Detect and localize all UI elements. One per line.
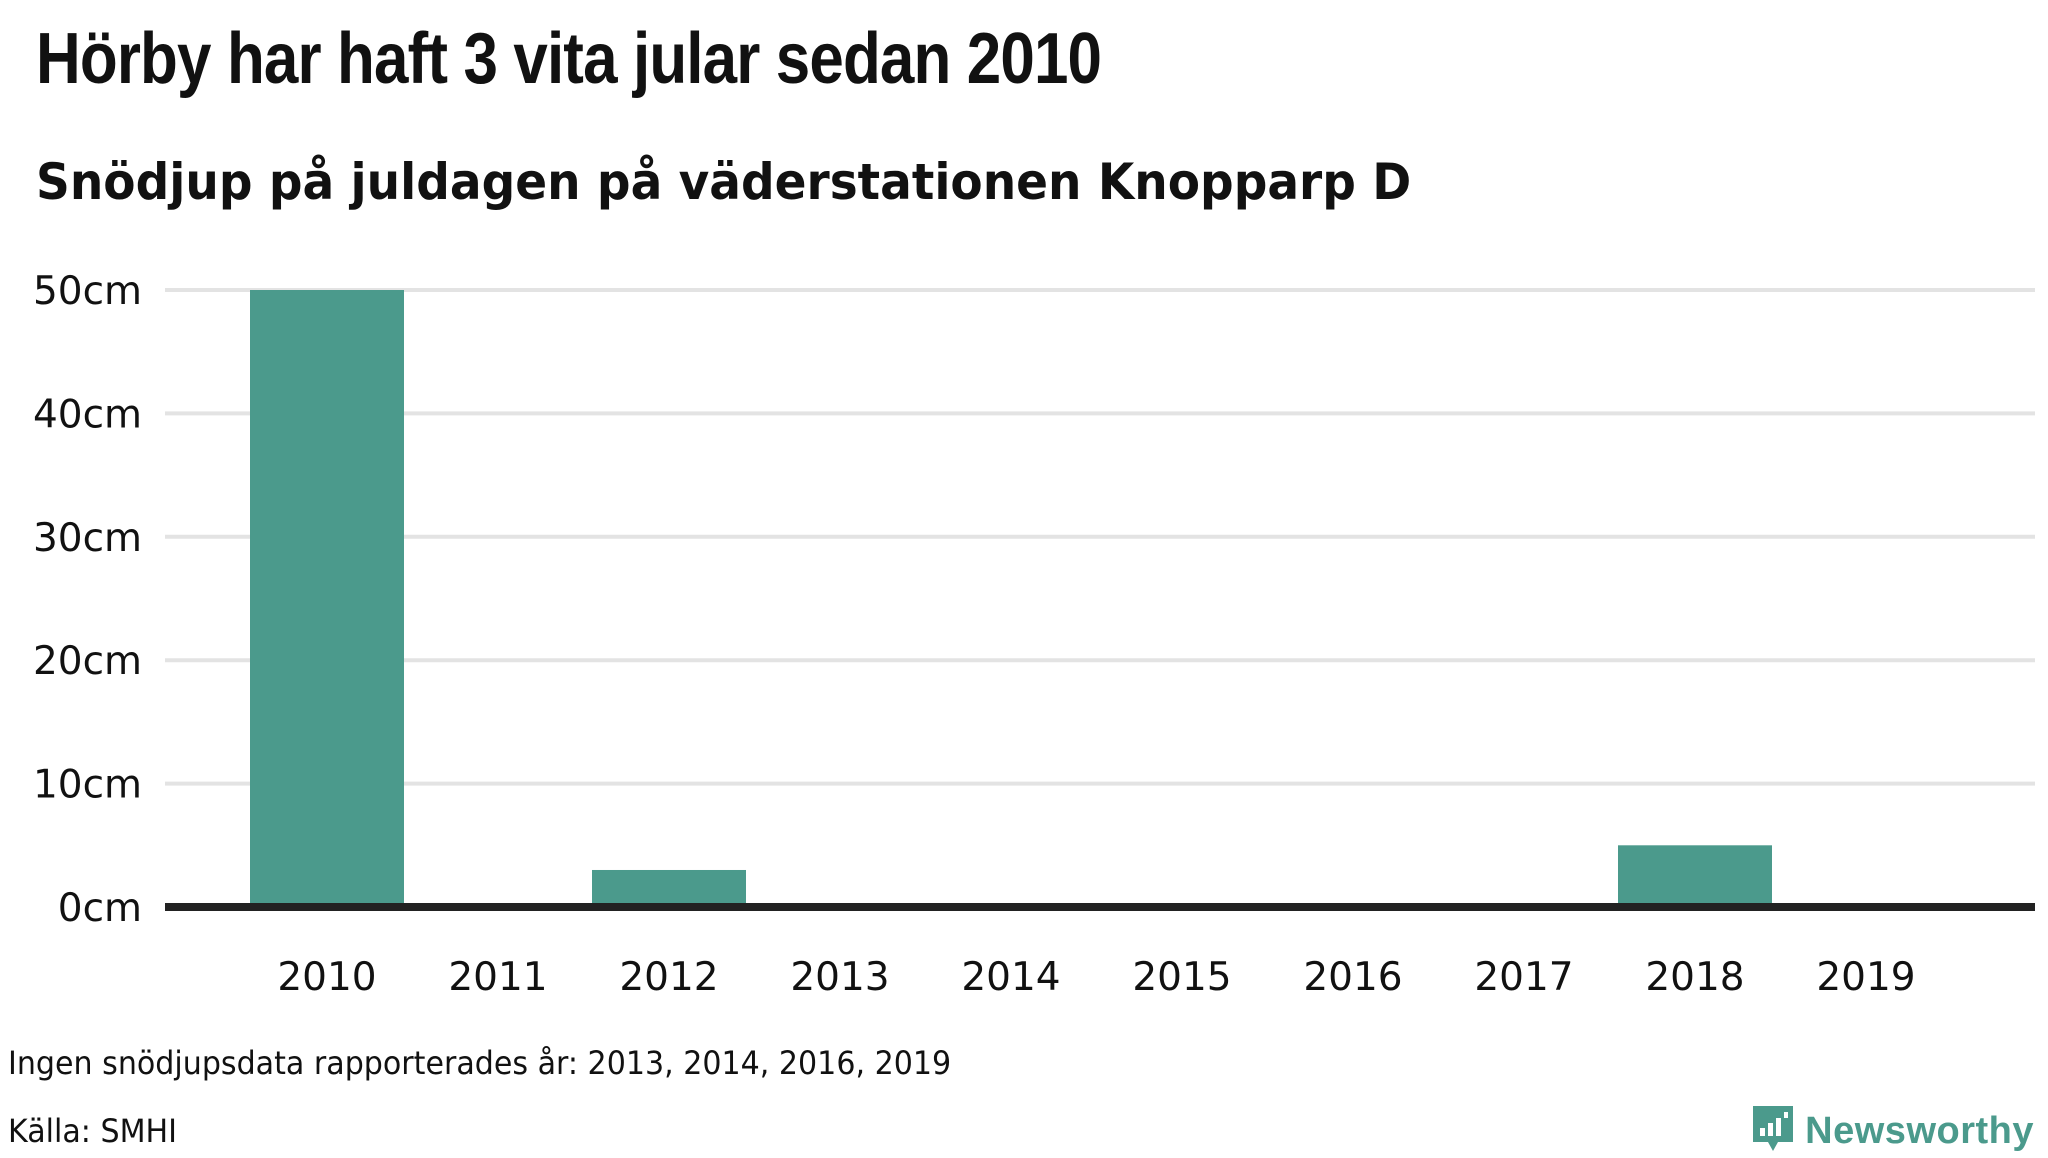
brand-name: Newsworthy — [1805, 1109, 2034, 1152]
x-tick-label: 2014 — [961, 955, 1060, 1000]
x-tick-label: 2013 — [790, 955, 889, 1000]
y-tick-label: 20cm — [33, 639, 142, 684]
source-credit: Källa: SMHI — [8, 1112, 178, 1150]
y-tick-label: 50cm — [33, 269, 142, 314]
newsworthy-brand[interactable]: Newsworthy — [1751, 1104, 2034, 1158]
y-tick-label: 30cm — [33, 516, 142, 561]
x-tick-label: 2011 — [448, 955, 547, 1000]
x-tick-label: 2010 — [277, 955, 376, 1000]
bar-chart: 0cm 10cm 20cm 30cm 40cm 50cm 2010 2011 2012 2013… — [33, 269, 2035, 1000]
gridlines — [165, 288, 2035, 786]
y-axis-tick-labels: 0cm 10cm 20cm 30cm 40cm 50cm — [33, 269, 142, 931]
bars — [250, 290, 1772, 907]
footnote-missing-data: Ingen snödjupsdata rapporterades år: 201… — [8, 1044, 952, 1082]
y-tick-label: 10cm — [33, 763, 142, 808]
x-tick-label: 2016 — [1303, 955, 1402, 1000]
bar-2018[interactable] — [1618, 845, 1772, 907]
x-tick-label: 2018 — [1645, 955, 1744, 1000]
y-tick-label: 0cm — [58, 886, 142, 931]
chart-title: Hörby har haft 3 vita jular sedan 2010 — [36, 19, 1102, 99]
y-tick-label: 40cm — [33, 392, 142, 437]
x-tick-label: 2017 — [1474, 955, 1573, 1000]
x-axis-tick-labels: 2010 2011 2012 2013 2014 2015 2016 2017 2018 2019 — [277, 955, 1915, 1000]
x-tick-label: 2015 — [1132, 955, 1231, 1000]
bar-2010[interactable] — [250, 290, 404, 907]
newsworthy-logo-icon — [1751, 1104, 1795, 1158]
chart-subtitle: Snödjup på juldagen på väderstationen Kn… — [36, 153, 1412, 211]
x-tick-label: 2019 — [1816, 955, 1915, 1000]
x-tick-label: 2012 — [619, 955, 718, 1000]
bar-2012[interactable] — [592, 869, 746, 907]
